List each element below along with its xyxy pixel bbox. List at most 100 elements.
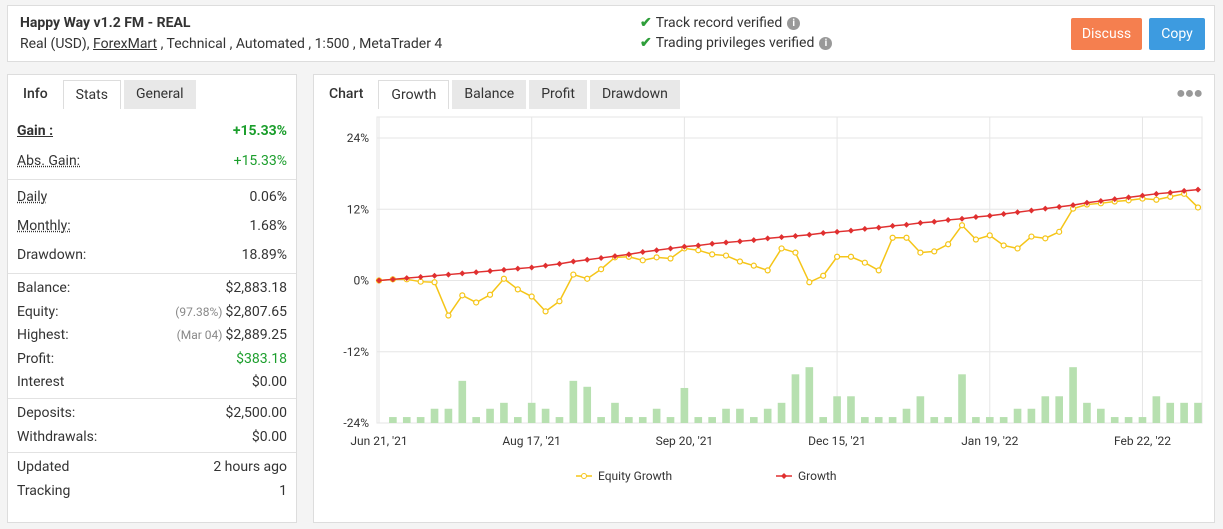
bar [486, 408, 494, 423]
stat-value: 1.68% [249, 218, 287, 234]
bar [569, 380, 578, 423]
chart-tab[interactable]: Growth [378, 80, 450, 109]
point-marker [1194, 204, 1202, 211]
point-marker [473, 299, 480, 306]
discuss-button[interactable]: Discuss [1071, 18, 1142, 50]
chart-tab[interactable]: Drawdown [589, 80, 680, 109]
point-marker [417, 273, 424, 280]
stat-value: +15.33% [232, 123, 287, 139]
bar [708, 417, 716, 423]
menu-icon[interactable]: ●●● [1176, 83, 1203, 102]
point-marker [500, 275, 508, 282]
stat-label: Gain : [17, 123, 54, 139]
bar [1083, 402, 1091, 423]
subtitle-suffix: , Technical , Automated , 1:500 , MetaTr… [160, 36, 443, 52]
stats-panel: Info Stats General Gain : +15.33% Abs. Gain:… [7, 74, 297, 523]
chart-tab[interactable]: Profit [529, 80, 587, 109]
point-marker [431, 272, 438, 279]
stats-row: Equity: (97.38%) $2,807.65 [8, 301, 296, 325]
bar [749, 417, 758, 423]
chart-tab[interactable]: Balance [452, 80, 527, 109]
stats-group: Gain : +15.33% Abs. Gain: +15.33% [8, 113, 296, 180]
y-tick-label: 24% [347, 131, 369, 145]
bar [1055, 396, 1064, 423]
point-marker [889, 234, 896, 241]
point-marker [931, 248, 938, 255]
stats-group: Balance: $2,883.18 Equity: (97.38%) $2,807.6… [8, 274, 296, 399]
subtitle: Real (USD), ForexMart , Technical , Auto… [20, 36, 442, 52]
stat-label: Profit: [17, 350, 55, 367]
stats-tab[interactable]: Info [11, 80, 60, 109]
stat-label: Abs. Gain: [17, 153, 81, 169]
point-marker [778, 245, 785, 252]
plot-area [376, 116, 1203, 424]
bar [985, 417, 994, 423]
stat-value-wrap: $2,500.00 [225, 402, 287, 426]
copy-button[interactable]: Copy [1149, 18, 1205, 50]
point-marker [847, 227, 854, 234]
bar [1069, 367, 1077, 423]
stats-group: Daily 0.06% Monthly: 1.68% Drawdown: 18.89% [8, 180, 296, 274]
point-marker [542, 262, 549, 269]
bar [555, 417, 564, 423]
bar [458, 380, 467, 423]
stats-row: Profit: $383.18 [8, 348, 296, 372]
bar [763, 408, 772, 423]
stat-label: Tracking [17, 482, 71, 499]
point-marker [584, 275, 591, 282]
stat-label: Interest [17, 374, 65, 391]
stat-value: $0.00 [251, 374, 287, 391]
point-marker [1014, 245, 1021, 252]
point-marker [598, 254, 605, 261]
point-marker [1097, 197, 1104, 204]
point-marker [667, 255, 674, 262]
stat-label: Daily [17, 189, 48, 205]
point-marker [806, 279, 813, 286]
bar [930, 417, 939, 423]
point-marker [833, 253, 841, 260]
point-marker [875, 224, 882, 231]
bar [847, 396, 855, 423]
stat-value-wrap: +15.33% [233, 116, 287, 146]
point-marker [1042, 235, 1049, 242]
point-marker [1139, 192, 1146, 199]
point-marker [986, 212, 993, 219]
stats-tab[interactable]: Stats [62, 80, 121, 109]
stats-row: Balance: $2,883.18 [8, 277, 296, 301]
point-marker [736, 238, 743, 245]
stat-value: $2,500.00 [225, 404, 287, 421]
stat-value-wrap: $2,883.18 [225, 277, 287, 301]
point-marker [972, 213, 979, 220]
point-marker [1000, 211, 1007, 217]
point-marker [1056, 203, 1063, 210]
point-marker [528, 264, 535, 271]
bar [444, 408, 453, 423]
stat-value: $2,883.18 [225, 280, 287, 296]
broker-link[interactable]: ForexMart [93, 36, 158, 52]
stats-row: Daily 0.06% [8, 183, 296, 212]
stats-row: Interest $0.00 [8, 371, 296, 395]
bar [791, 374, 800, 423]
point-marker [847, 253, 855, 260]
stat-label: Withdrawals: [17, 428, 98, 445]
point-marker [1153, 190, 1160, 197]
point-marker [653, 247, 660, 254]
point-marker [1028, 233, 1035, 240]
point-marker [959, 215, 966, 222]
stats-tab[interactable]: General [123, 80, 196, 109]
point-marker [556, 298, 563, 305]
point-marker [958, 222, 966, 229]
stat-value-wrap: 1 [279, 480, 287, 504]
point-marker [945, 216, 952, 223]
bar [541, 408, 550, 423]
point-marker [861, 259, 868, 266]
point-marker [473, 269, 480, 276]
stat-value-wrap: 0.06% [249, 183, 287, 212]
stat-label: Equity: [17, 303, 59, 320]
stat-value-wrap: (Mar 04) $2,889.25 [177, 324, 287, 348]
point-marker [1167, 189, 1174, 196]
stat-note: (Mar 04) [176, 328, 223, 343]
bar [972, 417, 980, 423]
bar [416, 417, 425, 423]
